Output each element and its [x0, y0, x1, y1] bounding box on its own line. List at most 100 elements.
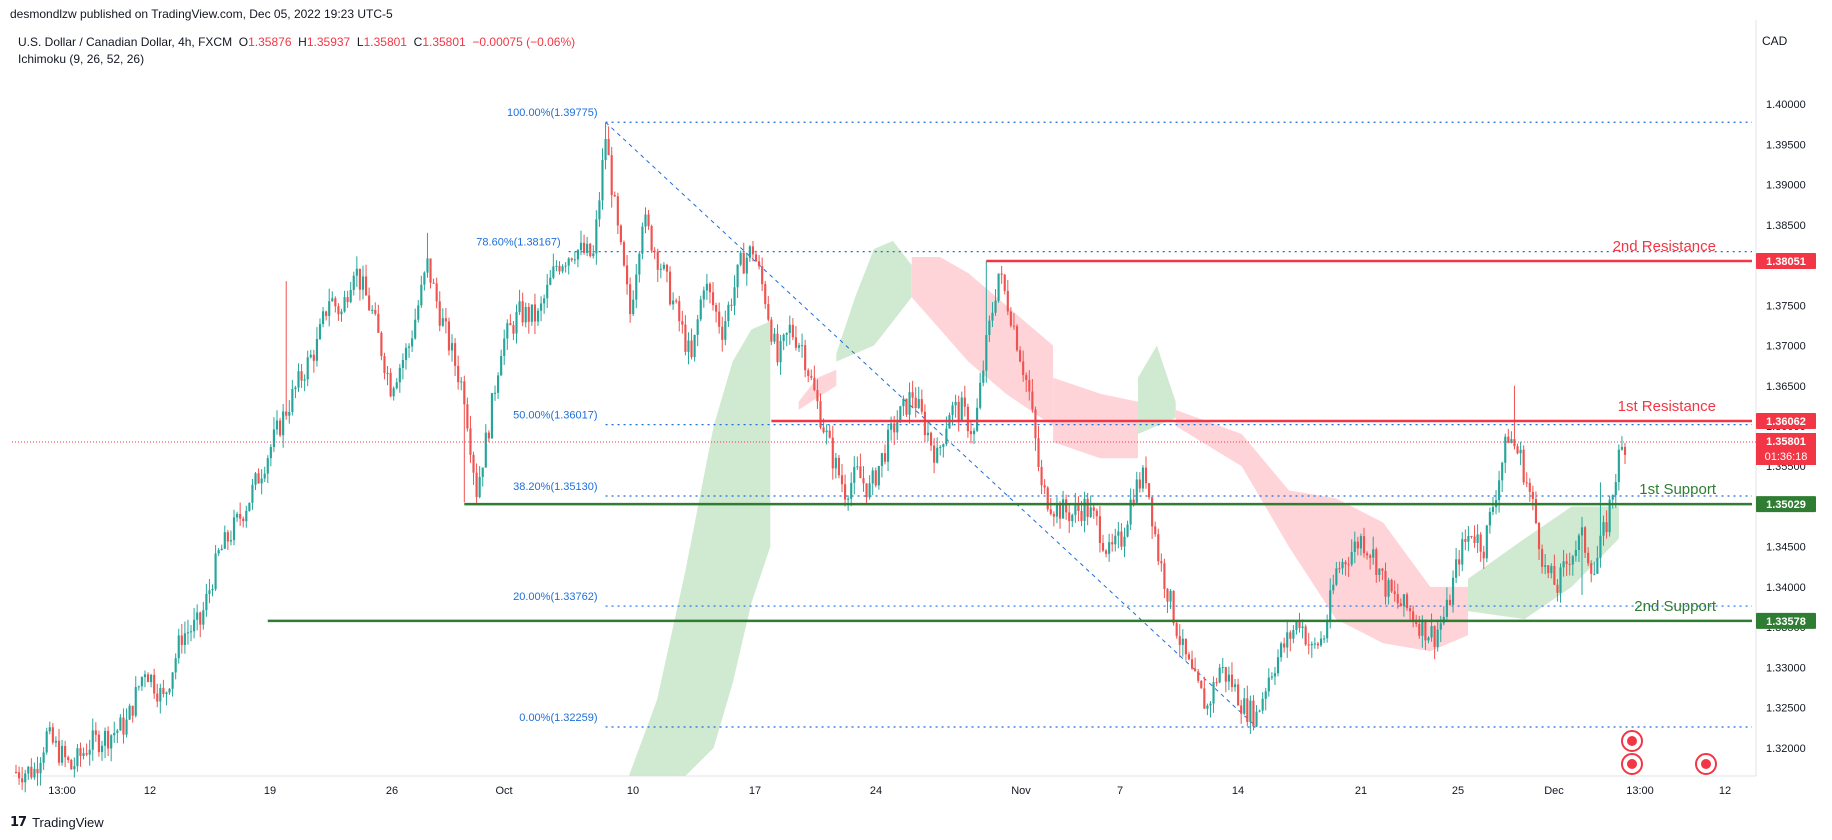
candle-body — [1537, 522, 1541, 550]
candle-body — [239, 514, 242, 519]
candle-body — [1347, 564, 1350, 566]
economic-event-icon-dot — [1627, 759, 1637, 769]
candle-body — [886, 429, 890, 462]
candle-body — [1430, 626, 1433, 638]
candle-body — [1052, 513, 1055, 517]
candle-body — [420, 284, 423, 306]
candle-body — [1602, 522, 1605, 536]
candle-body — [807, 370, 810, 377]
candle-body — [315, 338, 318, 361]
candle-body — [1028, 380, 1031, 392]
symbol-name[interactable]: U.S. Dollar / Canadian Dollar, 4h, FXCM — [18, 35, 233, 49]
price-tag-bg — [1756, 612, 1816, 629]
candle-body — [392, 388, 395, 397]
candle-body — [579, 242, 583, 251]
candle-body — [1323, 638, 1326, 640]
candle-body — [1445, 599, 1448, 617]
candle-body — [64, 745, 67, 758]
candle-body — [202, 610, 205, 625]
candle-body — [1172, 590, 1175, 624]
candle-body — [690, 340, 693, 358]
candle-body — [1108, 542, 1111, 554]
x-tick-label: 7 — [1117, 785, 1123, 797]
candle-body — [423, 272, 426, 285]
candle-body — [1362, 536, 1366, 554]
indicator-label[interactable]: Ichimoku (9, 26, 52, 26) — [18, 52, 145, 66]
candle-body — [843, 484, 847, 500]
candle-body — [1129, 499, 1132, 525]
candle-body — [404, 347, 408, 360]
candle-body — [536, 310, 540, 322]
resistance-level-label: 1st Resistance — [1618, 398, 1716, 415]
candle-body — [911, 392, 914, 398]
x-tick-label: 21 — [1355, 785, 1367, 797]
candle-body — [1181, 638, 1184, 645]
candle-body — [1415, 620, 1418, 625]
candle-body — [340, 311, 343, 315]
candle-body — [88, 749, 91, 755]
candle-body — [153, 674, 156, 694]
candle-body — [914, 397, 917, 409]
candle-body — [30, 766, 33, 778]
candle-body — [859, 466, 862, 479]
candle-body — [1215, 682, 1218, 684]
candle-body — [684, 324, 687, 352]
candle-body — [1267, 677, 1270, 692]
candle-body — [1451, 577, 1455, 605]
candle-body — [1584, 527, 1587, 553]
price-chart[interactable]: 1.400001.395001.390001.385001.380001.375… — [0, 0, 1832, 812]
candle-body — [60, 745, 64, 763]
candle-body — [1230, 674, 1234, 688]
candle-body — [1611, 495, 1614, 500]
price-tag-bg — [1756, 412, 1816, 429]
candle-body — [635, 274, 638, 300]
candle-body — [865, 483, 868, 498]
symbol-info-line: U.S. Dollar / Canadian Dollar, 4h, FXCM … — [18, 35, 575, 49]
candle-body — [672, 300, 675, 305]
ichimoku-cloud-bullish — [836, 240, 912, 362]
x-tick-label: 14 — [1232, 785, 1244, 797]
candle-body — [776, 333, 779, 363]
tradingview-brand[interactable]: 17 TradingView — [10, 815, 104, 830]
candle-body — [1405, 594, 1409, 609]
candle-body — [874, 470, 877, 486]
candle-body — [475, 472, 478, 498]
candle-body — [1141, 467, 1144, 489]
candle-body — [1378, 568, 1381, 576]
candle-body — [696, 319, 699, 335]
candle-body — [183, 633, 186, 645]
low-label: L — [356, 35, 364, 49]
candle-body — [1111, 542, 1114, 545]
candle-body — [1077, 505, 1080, 511]
candle-body — [1329, 590, 1332, 622]
candle-body — [656, 251, 659, 270]
candle-body — [1301, 626, 1304, 629]
candle-body — [1617, 449, 1620, 483]
candle-body — [1249, 700, 1252, 722]
change-value: −0.00075 (−0.06%) — [472, 35, 576, 49]
candle-body — [334, 298, 337, 307]
candles-group — [14, 122, 1627, 793]
price-tag-label: 1.38051 — [1766, 256, 1806, 268]
candle-body — [954, 401, 957, 406]
candle-body — [1620, 446, 1624, 450]
candle-body — [920, 399, 923, 412]
candle-body — [1283, 643, 1286, 648]
candle-body — [506, 323, 509, 339]
candle-body — [708, 283, 712, 293]
candle-body — [199, 612, 202, 625]
candle-body — [632, 299, 635, 315]
candle-body — [484, 432, 487, 468]
candle-body — [254, 473, 257, 485]
candle-body — [1095, 510, 1098, 517]
candle-body — [908, 392, 911, 415]
candle-body — [601, 160, 604, 201]
candle-body — [137, 686, 140, 688]
candle-body — [1608, 499, 1611, 533]
candle-body — [1240, 705, 1243, 714]
candle-body — [1439, 623, 1442, 630]
candle-body — [1510, 439, 1513, 443]
x-tick-label: Dec — [1544, 785, 1564, 797]
candle-body — [1482, 551, 1485, 559]
candle-body — [702, 290, 705, 300]
